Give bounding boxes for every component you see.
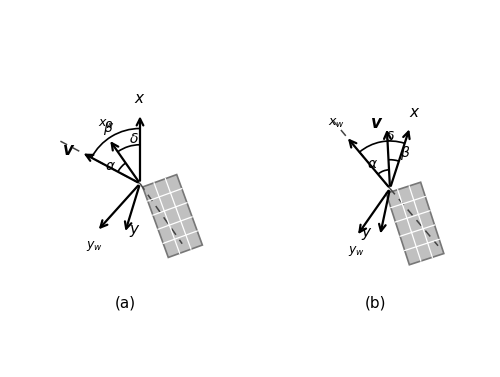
Text: $x$: $x$	[134, 91, 146, 106]
Text: $\delta$: $\delta$	[128, 132, 138, 146]
Text: (a): (a)	[114, 296, 136, 311]
Text: $\alpha$: $\alpha$	[367, 157, 378, 171]
Text: $y$: $y$	[129, 223, 140, 239]
Text: $y$: $y$	[361, 226, 372, 242]
Text: $x_w$: $x_w$	[98, 118, 114, 131]
Text: $\delta$: $\delta$	[384, 130, 394, 144]
Text: $x$: $x$	[409, 104, 420, 120]
Text: $\boldsymbol{v}$: $\boldsymbol{v}$	[370, 114, 384, 132]
Text: $\beta$: $\beta$	[103, 120, 114, 138]
Text: $\alpha$: $\alpha$	[104, 159, 116, 173]
Text: $y_w$: $y_w$	[86, 239, 103, 253]
Text: $x_w$: $x_w$	[328, 117, 344, 130]
Polygon shape	[142, 175, 203, 257]
Text: $\beta$: $\beta$	[400, 144, 410, 162]
Polygon shape	[386, 182, 444, 265]
Text: $\boldsymbol{v}$: $\boldsymbol{v}$	[62, 141, 76, 159]
Text: (b): (b)	[364, 296, 386, 311]
Text: $y_w$: $y_w$	[348, 244, 365, 258]
